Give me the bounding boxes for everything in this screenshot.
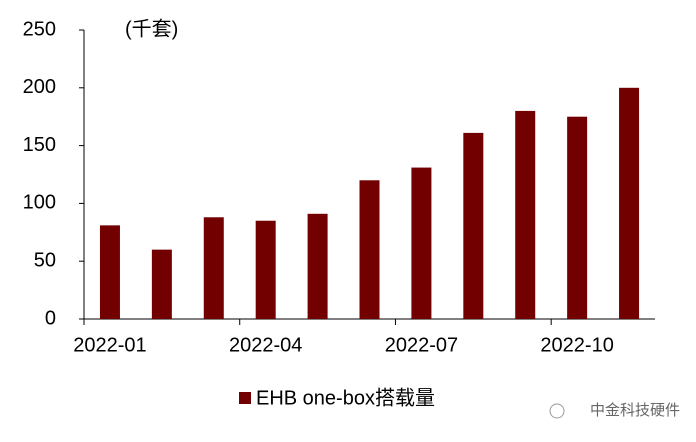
watermark: 中金科技硬件 [590, 402, 680, 419]
x-tick-label: 2022-07 [385, 334, 458, 356]
bar [203, 217, 224, 319]
watermark-icon [549, 403, 565, 419]
y-tick-label: 200 [23, 76, 56, 98]
x-tick-label: 2022-10 [540, 334, 613, 356]
bar [619, 87, 640, 319]
bar [463, 132, 484, 319]
bar [99, 225, 120, 319]
y-tick-label: 250 [23, 18, 56, 40]
bar [359, 180, 380, 319]
bar [515, 110, 536, 319]
bar [307, 213, 328, 319]
bar [255, 220, 276, 319]
y-tick-label: 100 [23, 192, 56, 214]
y-tick-label: 50 [34, 249, 56, 271]
x-tick-label: 2022-04 [229, 334, 302, 356]
legend-swatch [239, 392, 251, 404]
bar [411, 167, 432, 319]
bar [567, 116, 588, 319]
y-axis-label: (千套) [125, 17, 178, 40]
x-tick-label: 2022-01 [73, 334, 146, 356]
legend-label: EHB one-box搭载量 [256, 386, 435, 409]
y-tick-label: 150 [23, 134, 56, 156]
y-tick-label: 0 [45, 307, 56, 329]
bar [151, 249, 172, 319]
